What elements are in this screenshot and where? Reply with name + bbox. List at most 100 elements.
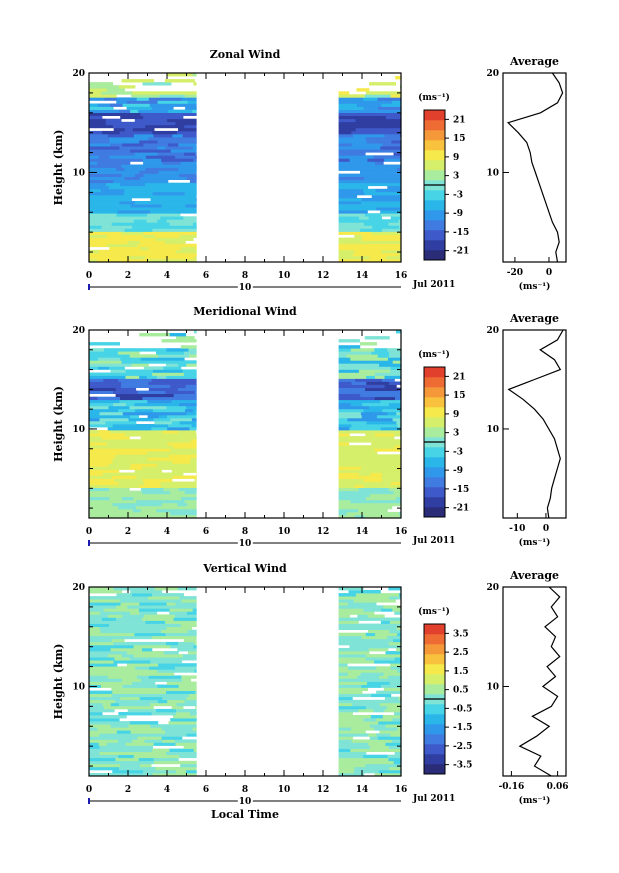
heatmap-cell xyxy=(386,237,402,241)
heatmap-cell xyxy=(109,496,123,501)
heatmap-cell xyxy=(104,348,124,352)
heatmap-cell xyxy=(338,351,372,355)
heatmap-cell xyxy=(386,255,402,260)
heatmap-cell xyxy=(89,161,98,165)
heatmap-cell xyxy=(191,742,197,746)
heatmap-cell xyxy=(389,681,402,685)
heatmap-cell xyxy=(338,678,362,682)
heatmap-cell xyxy=(361,635,388,640)
heatmap-cell xyxy=(99,760,113,765)
heatmap-cell xyxy=(186,611,197,615)
x-tick-label: 2 xyxy=(125,527,131,537)
heatmap-cell xyxy=(153,742,176,746)
heatmap-cell xyxy=(152,130,178,135)
heatmap-cell xyxy=(390,94,402,98)
heatmap-cell xyxy=(89,118,99,123)
colorbar-swatch xyxy=(424,200,445,211)
heatmap-cell xyxy=(338,724,371,728)
heatmap-cell xyxy=(338,185,369,190)
heatmap-cell xyxy=(167,699,185,704)
profile-line xyxy=(507,329,564,519)
heatmap-cell xyxy=(362,390,371,394)
heatmap-cell xyxy=(89,511,120,516)
heatmap-cell xyxy=(166,690,196,694)
profile-x-tick-label: -10 xyxy=(509,524,525,534)
heatmap-cell xyxy=(89,629,101,634)
heatmap-cell xyxy=(150,724,184,728)
heatmap-cell xyxy=(157,225,174,229)
colorbar-tick-label: 9 xyxy=(453,153,459,163)
heatmap-cell xyxy=(376,234,402,238)
colorbar-swatch xyxy=(424,397,445,408)
heatmap-cell xyxy=(103,705,130,710)
heatmap-cell xyxy=(89,439,114,443)
heatmap-cell xyxy=(89,109,120,113)
heatmap-cell xyxy=(112,502,140,507)
heatmap-cell xyxy=(168,109,193,113)
heatmap-cell xyxy=(363,718,377,722)
heatmap-cell xyxy=(338,742,369,746)
heatmap-cell xyxy=(126,100,158,104)
heatmap-cell xyxy=(140,763,152,768)
heatmap-cell xyxy=(338,672,349,676)
heatmap-cell xyxy=(364,430,374,434)
heatmap-cell xyxy=(132,681,156,685)
heatmap-cell xyxy=(338,414,363,419)
heatmap-cell xyxy=(89,381,112,385)
heatmap-cell xyxy=(102,596,134,600)
heatmap-cell xyxy=(365,137,378,141)
heatmap-cell xyxy=(110,369,126,373)
heatmap-cell xyxy=(361,684,382,688)
heatmap-cell xyxy=(155,243,173,248)
heatmap-cell xyxy=(157,100,188,104)
heatmap-cell xyxy=(390,198,402,202)
heatmap-cell xyxy=(118,739,133,743)
heatmap-cell xyxy=(102,472,121,476)
heatmap-cell xyxy=(352,252,370,257)
heatmap-cell xyxy=(338,158,350,162)
heatmap-cell xyxy=(390,454,402,458)
heatmap-cell xyxy=(185,255,196,260)
heatmap-cell xyxy=(157,167,179,171)
heatmap-cell xyxy=(189,754,197,759)
colorbar-tick-label: 0.5 xyxy=(453,686,469,696)
heatmap-cell xyxy=(361,237,374,241)
heatmap-cell xyxy=(338,481,363,485)
heatmap-cell xyxy=(89,402,114,407)
x-tick-label: 12 xyxy=(317,527,330,537)
heatmap-cell xyxy=(388,587,402,591)
heatmap-cell xyxy=(369,255,387,260)
heatmap-cell xyxy=(124,499,137,504)
heatmap-cell xyxy=(141,204,162,208)
heatmap-cell xyxy=(139,699,159,704)
heatmap-cell xyxy=(394,712,402,716)
heatmap-cell xyxy=(141,490,171,495)
colorbar: (ms⁻¹)3.52.51.50.5-0.5-1.5-2.5-3.5 xyxy=(418,606,472,775)
x-tick-label: 6 xyxy=(203,271,209,281)
heatmap-cell xyxy=(89,472,104,476)
heatmap-cell xyxy=(116,605,128,609)
heatmap-cell xyxy=(118,207,132,211)
heatmap-cell xyxy=(101,617,117,621)
heatmap-cell xyxy=(368,599,396,603)
heatmap-cell xyxy=(184,225,197,229)
heatmap-cell xyxy=(89,396,98,401)
heatmap-cell xyxy=(149,666,176,670)
heatmap-cell xyxy=(178,143,197,147)
heatmap-cell xyxy=(89,94,117,98)
heatmap-cell xyxy=(381,684,402,688)
heatmap-cell xyxy=(129,705,154,710)
heatmap-cell xyxy=(156,375,167,379)
heatmap-cell xyxy=(119,399,133,404)
heatmap-cell xyxy=(350,402,363,407)
heatmap-cell xyxy=(355,115,387,120)
heatmap-cell xyxy=(98,366,110,370)
heatmap-cell xyxy=(185,769,197,774)
colorbar-unit: (ms⁻¹) xyxy=(418,92,450,103)
heatmap-cell xyxy=(338,451,352,455)
heatmap-cell xyxy=(89,378,104,382)
heatmap-cell xyxy=(349,158,368,162)
heatmap-cell xyxy=(116,727,142,731)
colorbar-tick-label: 9 xyxy=(453,410,459,420)
